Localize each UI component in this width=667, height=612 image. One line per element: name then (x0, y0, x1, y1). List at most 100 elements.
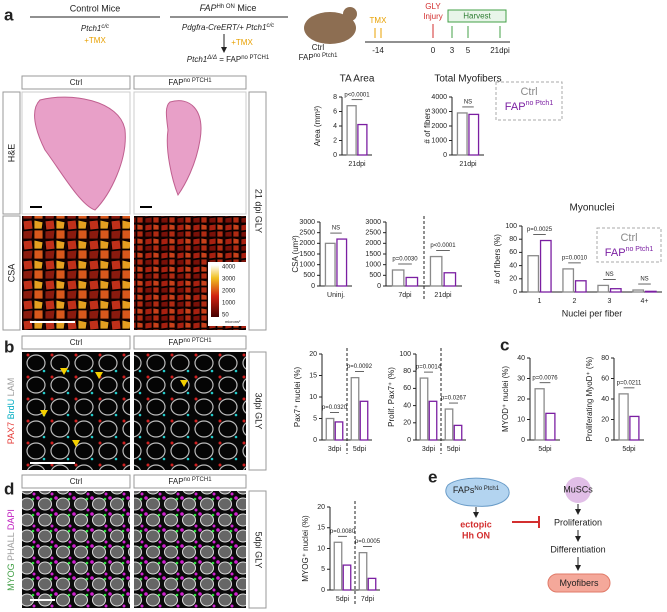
header-sup: Hh ON (216, 4, 234, 10)
y-tick-label: 10 (309, 394, 317, 401)
bar (443, 272, 457, 287)
diagram-node: Hh ON (462, 530, 490, 540)
x-tick-label: 3dpi (422, 446, 436, 453)
y-tick-label: 40 (403, 402, 411, 409)
myofiber-shape (547, 573, 611, 593)
bar (539, 239, 552, 293)
bar (358, 552, 368, 591)
genotype-sup: c/c (266, 23, 274, 29)
bar (324, 242, 336, 287)
timeline-tick: 3 (450, 46, 455, 55)
legend-entry: Ctrl (520, 86, 537, 98)
bar (346, 105, 357, 156)
y-tick-label: 5 (321, 566, 325, 573)
side-box (248, 91, 267, 331)
ihc-image (134, 352, 246, 470)
y-tick-label: 15 (317, 525, 325, 532)
panel-label: d (4, 479, 14, 498)
panel-label: e (428, 467, 437, 486)
colorbar-unit: microns² (225, 319, 241, 324)
panel-label: b (4, 337, 14, 356)
y-tick-label: 40 (517, 355, 525, 362)
annotation: p=0.0092 (347, 364, 373, 370)
bar (359, 400, 369, 441)
column-sup: no PTCH1 (184, 477, 213, 483)
ihc-image (22, 352, 130, 470)
x-tick-label: 5dpi (622, 446, 636, 453)
y-tick-label: 80 (403, 368, 411, 375)
timeline-tick: 5 (466, 46, 471, 55)
y-axis-label: MYOD⁺ nuclei (%) (501, 366, 510, 432)
y-tick-label: 10 (517, 416, 525, 423)
node-text: FAPs (453, 485, 475, 495)
timeline-event: Injury (423, 12, 443, 21)
timeline-tick: 0 (431, 46, 436, 55)
annotation: NS (605, 272, 613, 278)
timeline-label: Ctrl (312, 43, 325, 52)
y-tick-label: 0 (313, 437, 317, 444)
header-text: FAP (200, 3, 217, 13)
column-box (21, 474, 131, 489)
stain: MYOG (6, 563, 16, 591)
stain: BrdU (6, 399, 16, 420)
y-tick-label: 20 (517, 396, 525, 403)
y-tick-label: 15 (309, 372, 317, 379)
genotype-sup: Δ/Δ (206, 55, 217, 61)
ihc-image (134, 491, 246, 608)
x-tick-label: 21dpi (348, 161, 366, 168)
row-box (2, 91, 21, 215)
harvest-box (447, 9, 507, 23)
genotype-text: Ptch1 (187, 55, 207, 64)
colorbar (211, 265, 219, 317)
y-tick-label: 5 (313, 415, 317, 422)
diagram-node: Myofibers (559, 578, 599, 588)
y-tick-label: 20 (317, 504, 325, 511)
x-tick-label: Uninj. (327, 292, 345, 299)
column-label: Ctrl (70, 78, 83, 87)
genotype-text: = FAP (217, 55, 241, 64)
he-tissue (34, 96, 126, 211)
y-tick-label: 3000 (299, 219, 315, 226)
column-sup: no PTCH1 (184, 338, 213, 344)
y-tick-label: 100 (505, 223, 517, 230)
bar (336, 238, 348, 287)
y-tick-label: 4000 (431, 94, 447, 101)
genotype-sup: c/c (101, 24, 109, 30)
musc-shape (565, 477, 591, 503)
bar (562, 268, 575, 293)
legend-text: FAP (605, 247, 626, 259)
bar (391, 269, 405, 287)
y-axis-label: Area (mm²) (313, 105, 322, 146)
legend-text: FAP (505, 101, 526, 113)
legend-sup: no Ptch1 (626, 246, 654, 253)
annotation: p=0.0030 (392, 257, 418, 263)
y-tick-label: 20 (601, 416, 609, 423)
y-tick-label: 60 (509, 249, 517, 256)
column-text: FAP (168, 78, 183, 87)
diagram-node: Proliferation (554, 517, 602, 527)
column-label: FAPno PTCH1 (168, 477, 212, 487)
header-text: Mice (235, 3, 257, 13)
column-box (21, 335, 131, 350)
header: Control Mice (70, 3, 121, 13)
x-tick-label: 5dpi (447, 446, 461, 453)
legend-entry: FAPno Ptch1 (505, 100, 554, 113)
bar (367, 577, 377, 591)
y-tick-label: 60 (601, 375, 609, 382)
timeline-sup: no Ptch1 (314, 53, 338, 59)
bar (405, 276, 419, 287)
bar (444, 408, 454, 441)
bar (534, 388, 545, 441)
y-tick-label: 1000 (365, 262, 381, 269)
annotation: p=0.0025 (527, 227, 553, 233)
y-tick-label: 0 (377, 283, 381, 290)
annotation: NS (332, 226, 340, 232)
y-tick-label: 40 (509, 262, 517, 269)
panel-label: c (500, 335, 509, 354)
genotype: Pdgfra-CreERT/+ Ptch1c/c (182, 23, 274, 33)
x-tick-label: 2 (573, 298, 577, 305)
side-label: 21 dpi GLY (254, 189, 264, 233)
annotation: p=0.0211 (617, 380, 642, 386)
tick-arrow (374, 28, 382, 38)
y-tick-label: 500 (303, 272, 315, 279)
